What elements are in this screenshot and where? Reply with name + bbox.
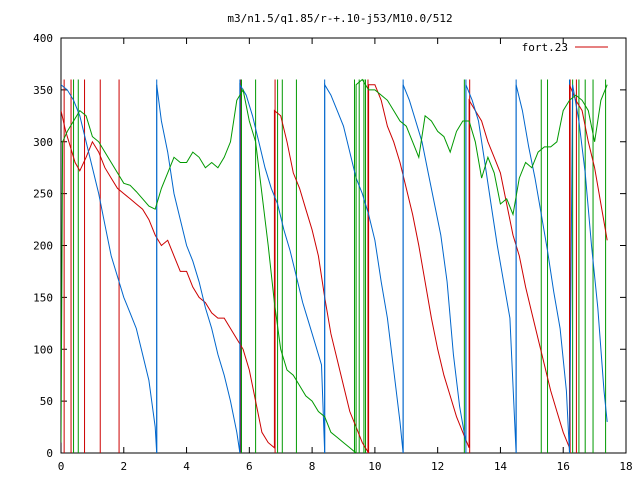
y-tick-label: 0: [46, 447, 53, 460]
x-tick-label: 2: [120, 460, 127, 473]
x-axis: 0 2 4 6 8 10 12 14 16 18: [58, 38, 633, 473]
x-tick-label: 8: [309, 460, 316, 473]
y-tick-label: 400: [33, 32, 53, 45]
x-tick-label: 4: [183, 460, 190, 473]
y-tick-label: 150: [33, 291, 53, 304]
x-tick-label: 16: [557, 460, 570, 473]
series-line-2: [61, 78, 608, 453]
series-layer: [61, 78, 608, 453]
legend: fort.23: [522, 41, 608, 54]
x-tick-label: 0: [58, 460, 65, 473]
x-tick-label: 14: [494, 460, 508, 473]
y-tick-label: 100: [33, 343, 53, 356]
x-tick-label: 10: [368, 460, 381, 473]
x-tick-label: 12: [431, 460, 444, 473]
series-line-0: [61, 84, 608, 453]
y-tick-label: 350: [33, 84, 53, 97]
y-tick-label: 200: [33, 240, 53, 253]
x-tick-label: 6: [246, 460, 253, 473]
y-tick-label: 250: [33, 188, 53, 201]
x-tick-label: 18: [619, 460, 632, 473]
y-tick-label: 50: [40, 395, 53, 408]
y-axis: 0 50 100 150 200 250 300 350 400: [33, 32, 626, 460]
legend-label: fort.23: [522, 41, 568, 54]
y-tick-label: 300: [33, 136, 53, 149]
chart-title: m3/n1.5/q1.85/r-+.10-j53/M10.0/512: [227, 12, 452, 25]
series-line-1: [61, 82, 608, 453]
